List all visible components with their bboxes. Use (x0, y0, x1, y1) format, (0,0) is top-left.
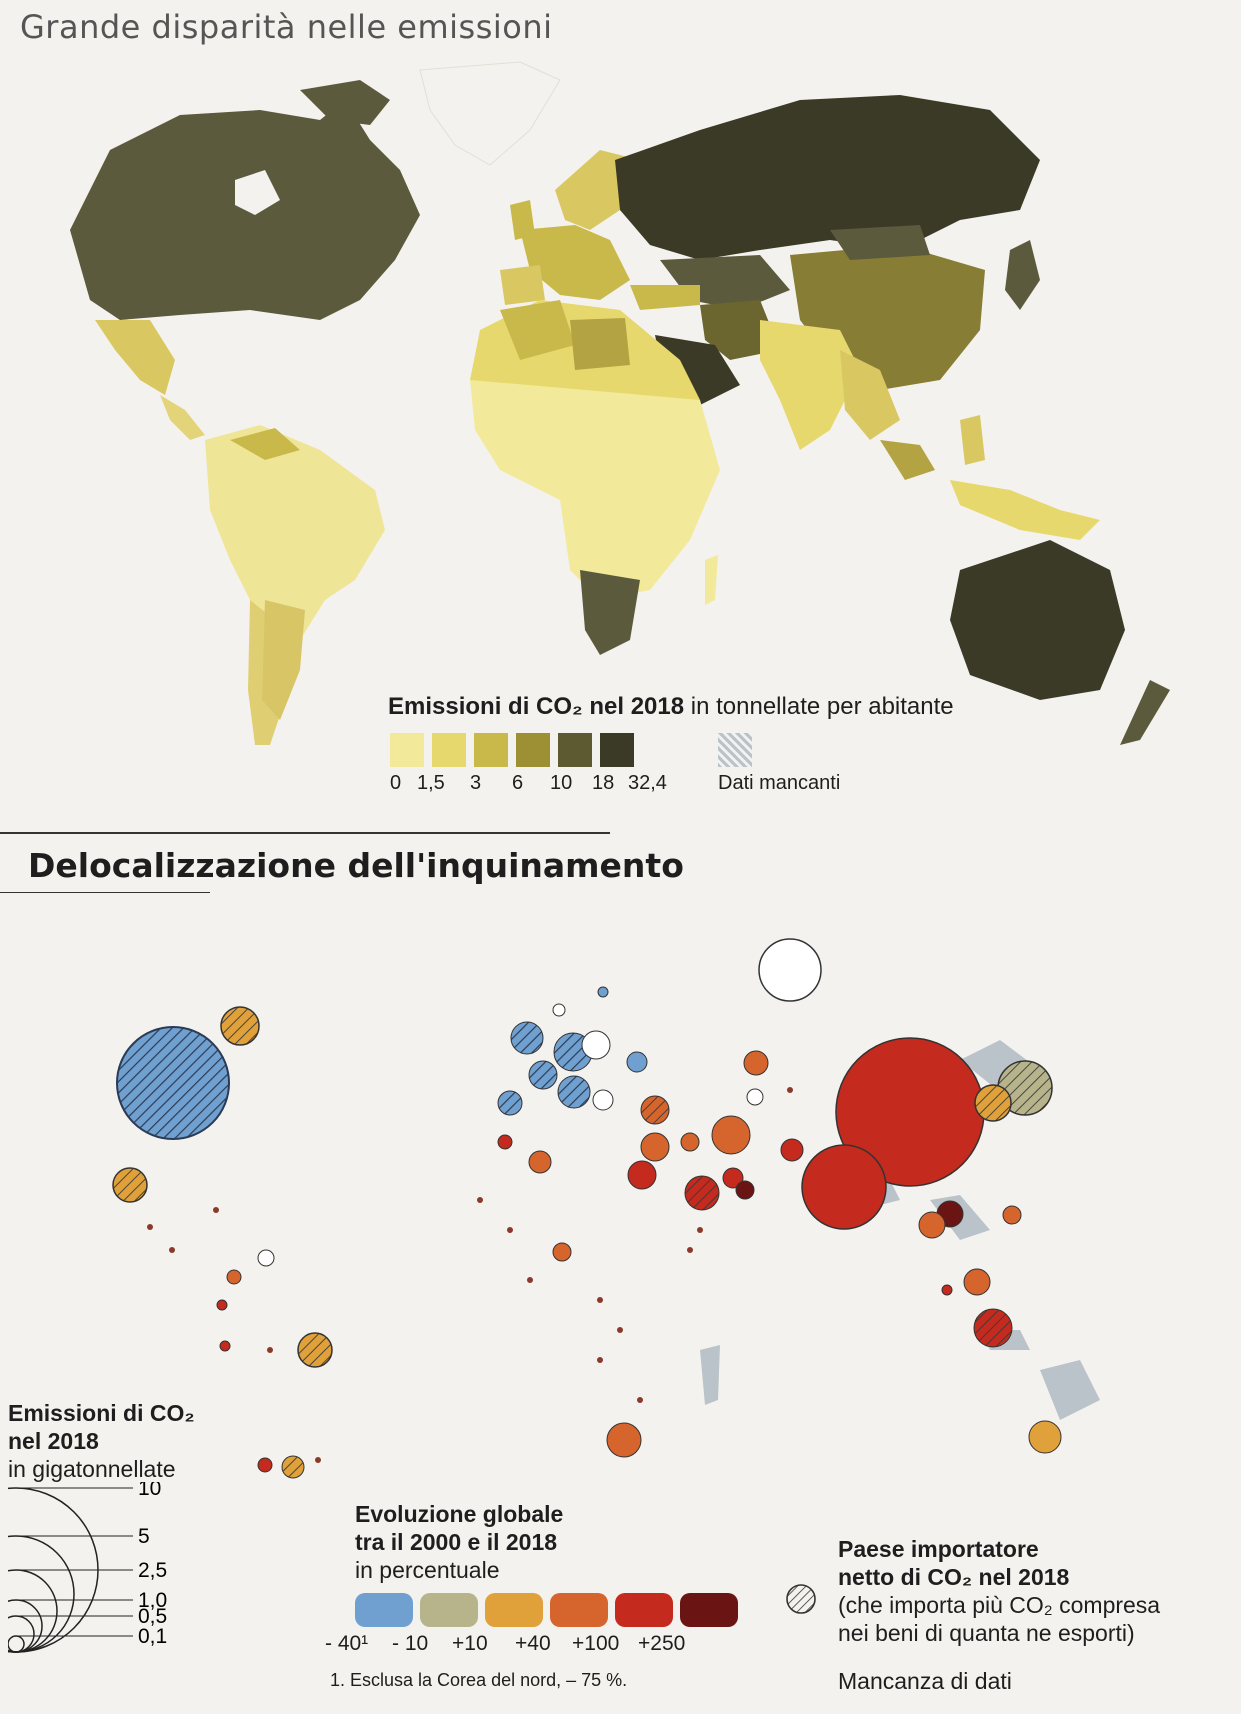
region-south-asia-east (840, 350, 900, 440)
region-central-africa (470, 380, 720, 600)
legend-tick-label: 6 (512, 772, 524, 794)
legend-swatch (390, 733, 424, 767)
region-venezuela (230, 428, 300, 460)
region-hudson-bay (235, 170, 280, 215)
evo-title-unit: in percentuale (355, 1557, 500, 1583)
size-legend-label: 0,1 (138, 1625, 167, 1648)
region-madagascar (705, 555, 718, 605)
evolution-legend-title: Evoluzione globale tra il 2000 e il 2018… (355, 1500, 563, 1584)
small-dots (147, 1087, 793, 1463)
size-legend-title-line1: Emissioni di CO₂ (8, 1400, 195, 1426)
region-india (760, 320, 860, 450)
section-divider (0, 832, 610, 834)
size-legend-unit: in gigatonnellate (8, 1456, 176, 1482)
region-philippines (960, 415, 985, 465)
importer-title-line2: netto di CO₂ nel 2018 (838, 1564, 1070, 1590)
region-western-europe (520, 225, 630, 300)
size-legend-label: 10 (138, 1482, 161, 1500)
legend-tick-label: 10 (550, 772, 573, 794)
evolution-swatch (485, 1593, 543, 1627)
region-mongolia (830, 225, 930, 260)
evolution-swatch (420, 1593, 478, 1627)
legend-swatch (600, 733, 634, 767)
region-malaysia (880, 440, 935, 480)
importer-legend: Paese importatore netto di CO₂ nel 2018 … (838, 1535, 1160, 1647)
region-greenland (419, 61, 561, 166)
legend-tick-label: 32,4 (628, 772, 667, 794)
legend-swatch (432, 733, 466, 767)
legend-title: Emissioni di CO₂ nel 2018 in tonnellate … (388, 693, 954, 721)
region-new-zealand (1120, 680, 1170, 745)
bubbles (112, 938, 1062, 1479)
size-legend-label: 0,5 (138, 1605, 167, 1628)
importer-desc-line1: (che importa più CO₂ compresa (838, 1592, 1161, 1618)
region-argentina (262, 600, 305, 720)
size-legend-title-line2: nel 2018 (8, 1428, 99, 1454)
footnote: 1. Esclusa la Corea del nord, – 75 %. (330, 1670, 628, 1690)
region-central-america (160, 395, 205, 440)
hatched-circle-icon (786, 1584, 816, 1614)
region-uk (510, 200, 535, 240)
evolution-swatch (615, 1593, 673, 1627)
evo-title-line2: tra il 2000 e il 2018 (355, 1529, 558, 1555)
missing-data-swatch (718, 733, 752, 767)
title-underline (0, 892, 210, 893)
legend-title-unit: in tonnellate per abitante (684, 693, 954, 720)
legend-tick-label: 1,5 (417, 772, 445, 794)
evo-title-line1: Evoluzione globale (355, 1501, 564, 1527)
evolution-label: +250 (638, 1632, 686, 1655)
map2-title: Delocalizzazione dell'inquinamento (28, 846, 684, 885)
evolution-swatch (680, 1593, 738, 1627)
region-russia (615, 95, 1040, 260)
evolution-label: +100 (572, 1632, 620, 1655)
evolution-swatch (550, 1593, 608, 1627)
region-libya (570, 318, 630, 370)
evolution-swatch (355, 1593, 413, 1627)
no-data-label: Mancanza di dati (838, 1668, 1012, 1694)
evolution-label: - 40¹ (325, 1632, 369, 1655)
legend-tick-label: 18 (592, 772, 615, 794)
size-legend-circle (8, 1599, 43, 1653)
size-legend-circle (8, 1635, 25, 1653)
size-legend-label: 2,5 (138, 1559, 167, 1582)
size-legend-label: 1,0 (138, 1589, 167, 1612)
region-south-america-north (205, 425, 385, 640)
region-australia (950, 540, 1125, 700)
map1-title: Grande disparità nelle emissioni (20, 8, 553, 46)
size-legend: 10 5 2,5 1,00,50,1 (8, 1482, 167, 1653)
region-iberia (500, 265, 545, 305)
legend-swatch (558, 733, 592, 767)
region-mexico (95, 320, 175, 395)
region-indonesia (950, 480, 1100, 540)
evolution-label: +40 (515, 1632, 551, 1655)
size-legend-label: 5 (138, 1525, 150, 1548)
importer-title-line1: Paese importatore (838, 1536, 1039, 1562)
legend-swatch (516, 733, 550, 767)
missing-data-label: Dati mancanti (718, 772, 841, 794)
region-algeria (500, 300, 575, 360)
region-south-africa (580, 570, 640, 655)
region-turkey (630, 285, 700, 310)
legend-swatch (474, 733, 508, 767)
evolution-label: +10 (452, 1632, 488, 1655)
choropleth-map (70, 61, 1170, 745)
legend-tick-label: 3 (470, 772, 482, 794)
region-japan (1005, 240, 1040, 310)
evolution-label: - 10 (392, 1632, 429, 1655)
size-legend-circle (8, 1615, 35, 1653)
legend-title-bold: Emissioni di CO₂ nel 2018 (388, 693, 685, 720)
importer-desc-line2: nei beni di quanta ne esporti) (838, 1620, 1135, 1646)
legend-tick-label: 0 (390, 772, 402, 794)
bubble-map (112, 938, 1100, 1479)
region-greenland-canada-islands (300, 80, 390, 125)
size-legend-title: Emissioni di CO₂ nel 2018 in gigatonnell… (8, 1399, 195, 1483)
